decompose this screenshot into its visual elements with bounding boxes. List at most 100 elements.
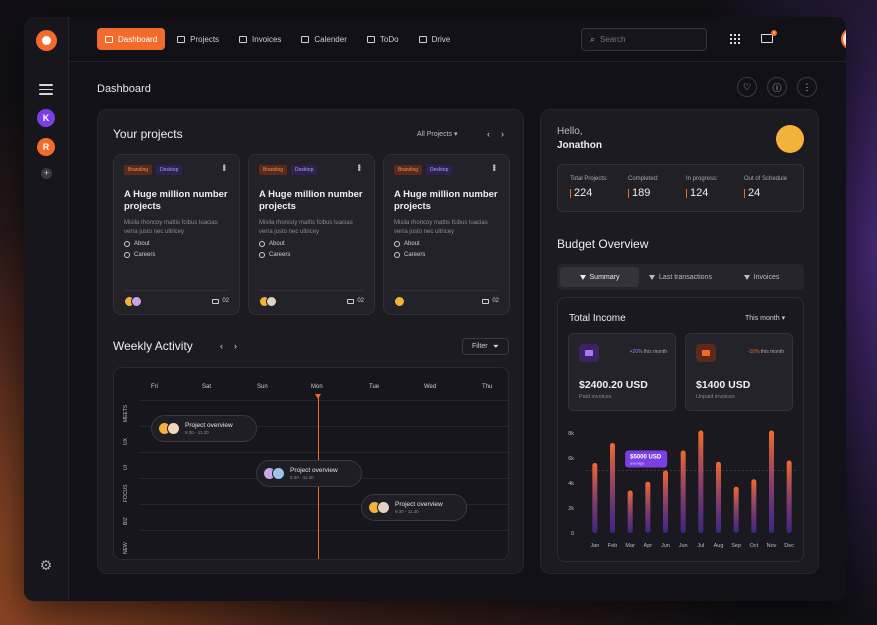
chart-bar[interactable] xyxy=(592,463,598,533)
all-projects-dropdown[interactable]: All Projects ▾ xyxy=(417,130,457,138)
gear-icon[interactable]: ⚙ xyxy=(39,557,53,573)
chart-bar[interactable] xyxy=(751,479,757,533)
more-icon[interactable]: ••• xyxy=(489,164,499,171)
event-card[interactable]: Project overview 9.30 - 11.30 xyxy=(361,494,467,521)
card-option[interactable]: Careers xyxy=(394,252,499,258)
project-card[interactable]: Branding Desktop ••• A Huge million numbe… xyxy=(113,154,240,315)
period-dropdown[interactable]: This month ▾ xyxy=(745,314,785,322)
card-option[interactable]: About xyxy=(124,241,229,247)
timeline-gridline xyxy=(139,452,508,453)
event-title: Project overview xyxy=(395,501,443,508)
nav-projects[interactable]: Projects xyxy=(169,28,227,50)
radio-icon xyxy=(394,241,400,247)
chevron-left-icon[interactable]: ‹ xyxy=(487,129,490,139)
filter-label: Filter xyxy=(472,343,488,350)
paid-icon xyxy=(579,344,599,362)
project-card[interactable]: Branding Desktop ••• A Huge million numbe… xyxy=(248,154,375,315)
tag-branding: Branding xyxy=(394,165,423,175)
change-value: -10% xyxy=(747,349,760,355)
more-icon[interactable]: ••• xyxy=(219,164,229,171)
tab-invoices[interactable]: Invoices xyxy=(722,267,801,287)
radio-icon xyxy=(124,252,130,258)
chart-svg: 0 2k 4k 6k 8k Jan Feb Mar Apr Jun Jun Jul Aug Sep Oct N… xyxy=(568,430,798,549)
chart-bar[interactable] xyxy=(716,461,721,533)
nav-calender[interactable]: Calender xyxy=(293,28,354,50)
info-icon[interactable]: ⓘ xyxy=(767,77,787,97)
logo-icon[interactable] xyxy=(36,30,57,51)
event-card[interactable]: Project overview 9.30 - 11.30 xyxy=(256,460,362,487)
chart-bar[interactable] xyxy=(627,490,633,534)
chart-bar[interactable] xyxy=(733,486,739,533)
menu-icon[interactable] xyxy=(39,84,53,95)
chevron-right-icon[interactable]: › xyxy=(234,341,237,351)
dashboard-icon xyxy=(105,35,113,43)
tooltip-value: $5000 USD xyxy=(630,455,662,461)
day-label: Wed xyxy=(424,384,437,390)
tab-label: Last transactions xyxy=(659,273,712,281)
workspace-k[interactable]: K xyxy=(37,109,55,127)
stat-label: Total Projects: xyxy=(570,176,608,182)
card-option[interactable]: About xyxy=(394,241,499,247)
x-tick-label: Aug xyxy=(714,543,724,549)
y-tick-label: 6k xyxy=(568,456,574,462)
option-label: About xyxy=(404,241,420,247)
tab-label: Invoices xyxy=(753,273,780,281)
nav-label: Dashboard xyxy=(118,34,158,44)
profile-avatar[interactable] xyxy=(776,125,804,153)
more-icon[interactable]: ⋮ xyxy=(797,77,817,97)
x-tick-label: Oct xyxy=(750,543,759,549)
chart-bar[interactable] xyxy=(769,430,774,534)
row-label: UX xyxy=(123,438,129,445)
x-tick-label: Sep xyxy=(731,543,741,549)
card-option[interactable]: Careers xyxy=(259,252,364,258)
radio-icon xyxy=(394,252,400,258)
user-avatar[interactable] xyxy=(841,28,846,50)
chevron-right-icon[interactable]: › xyxy=(501,129,504,139)
chart-bar[interactable] xyxy=(680,450,686,534)
x-tick-label: Apr xyxy=(644,543,653,549)
avatar xyxy=(377,501,390,514)
heart-icon[interactable]: ♡ xyxy=(737,77,757,97)
card-option[interactable]: About xyxy=(259,241,364,247)
x-tick-label: Jan xyxy=(590,543,599,549)
chart-bar[interactable] xyxy=(645,481,651,533)
tooltip-label: average xyxy=(630,461,645,466)
chart-bar[interactable] xyxy=(698,430,704,534)
event-card[interactable]: Project overview 9.30 - 11.30 xyxy=(151,415,257,442)
event-time: 9.30 - 11.30 xyxy=(185,430,209,435)
stat-label: Completed: xyxy=(628,176,659,182)
filter-button[interactable]: Filter ⏷ xyxy=(462,338,509,355)
nav-invoices[interactable]: Invoices xyxy=(231,28,289,50)
tag-branding: Branding xyxy=(259,165,288,175)
project-card[interactable]: Branding Desktop ••• A Huge million numbe… xyxy=(383,154,510,315)
projects-panel: Your projects All Projects ▾ ‹ › Brandin… xyxy=(97,109,524,574)
stat-value: 24 xyxy=(744,187,802,199)
y-tick-label: 0 xyxy=(571,531,574,537)
unpaid-invoices-card: -10% this month $1400 USD Unpaid invoice… xyxy=(685,333,793,411)
nav-label: Drive xyxy=(431,34,451,44)
card-option[interactable]: Careers xyxy=(124,252,229,258)
more-icon[interactable]: ••• xyxy=(354,164,364,171)
tab-last-transactions[interactable]: Last transactions xyxy=(641,267,720,287)
chart-bar[interactable] xyxy=(663,470,668,534)
mail-icon[interactable] xyxy=(761,34,773,43)
tab-summary[interactable]: Summary xyxy=(560,267,639,287)
workspace-r[interactable]: R xyxy=(37,138,55,156)
nav-todo[interactable]: ToDo xyxy=(359,28,407,50)
add-workspace-button[interactable]: + xyxy=(41,168,52,179)
app-window: K R + ⚙ Dashboard Projects Invoices Cale… xyxy=(24,17,846,601)
y-tick-label: 8k xyxy=(568,431,574,437)
x-tick-label: Mar xyxy=(625,543,635,549)
nav-dashboard[interactable]: Dashboard xyxy=(97,28,166,50)
chart-bar[interactable] xyxy=(610,443,615,533)
page-title: Dashboard xyxy=(97,83,151,95)
chevron-left-icon[interactable]: ‹ xyxy=(220,341,223,351)
chart-bar[interactable] xyxy=(786,460,792,534)
search-input[interactable] xyxy=(600,35,691,44)
chevron-down-icon: ▾ xyxy=(781,315,786,322)
income-label: Paid invoices xyxy=(579,394,612,400)
apps-grid-icon[interactable] xyxy=(730,34,740,44)
row-label: FOCUS xyxy=(123,484,129,503)
nav-drive[interactable]: Drive xyxy=(411,28,459,50)
income-amount: $2400.20 USD xyxy=(579,379,648,391)
